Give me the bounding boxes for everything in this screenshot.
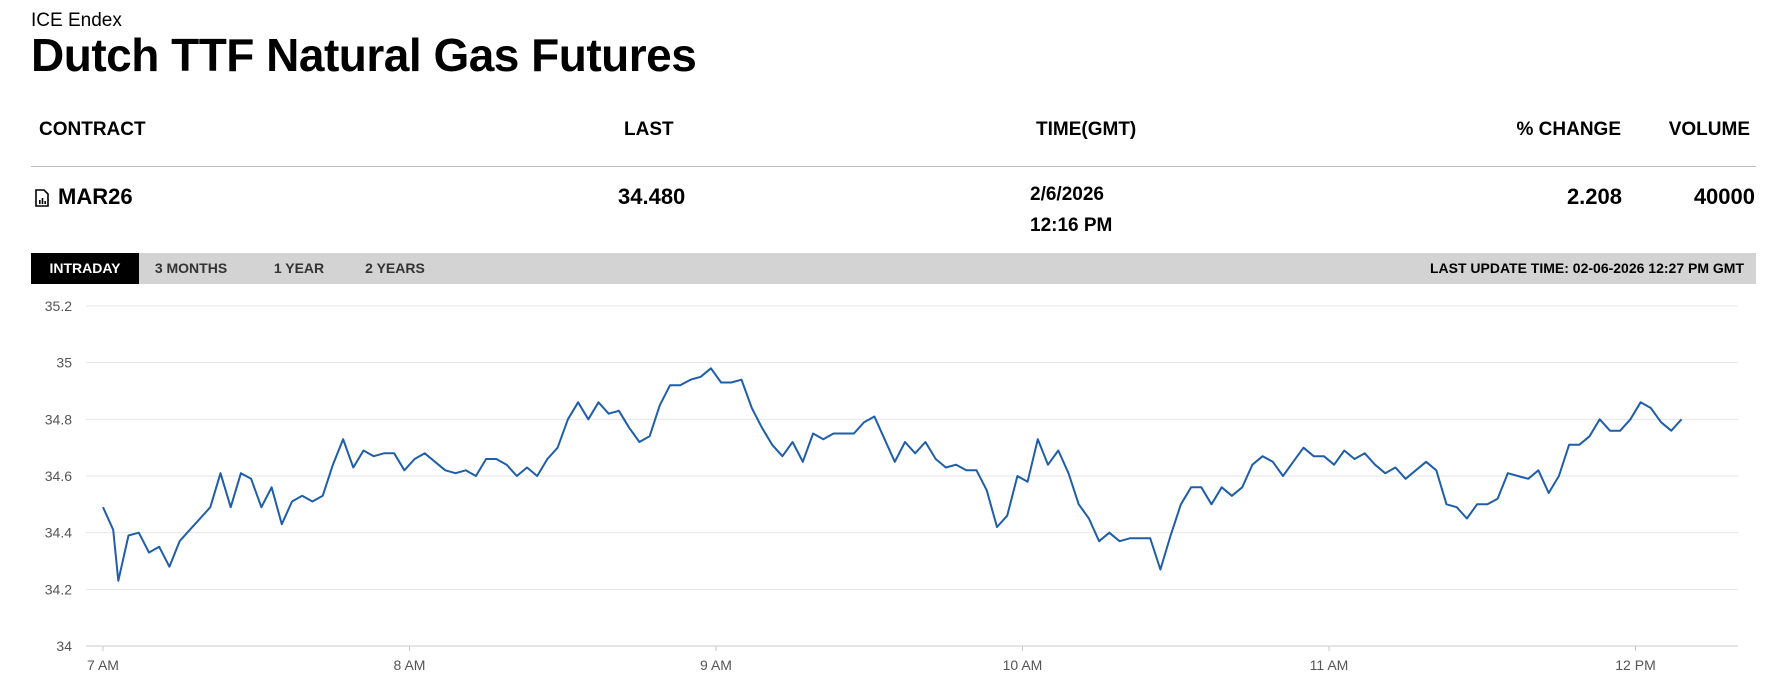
tab-3-months[interactable]: 3 MONTHS [154, 260, 228, 276]
x-tick-label: 10 AM [1003, 657, 1043, 673]
volume-value: 40000 [1693, 184, 1755, 209]
y-tick-label: 34.4 [45, 525, 72, 541]
last-header: LAST [624, 119, 674, 140]
y-tick-label: 34 [56, 638, 72, 654]
y-tick-label: 35.2 [45, 298, 72, 314]
range-tabbar: INTRADAY 3 MONTHS 1 YEAR 2 YEARS LAST UP… [31, 253, 1756, 284]
last-update-time: LAST UPDATE TIME: 02-06-2026 12:27 PM GM… [1429, 260, 1744, 276]
y-tick-label: 34.2 [45, 581, 72, 597]
header-divider [31, 166, 1756, 167]
change-header: % CHANGE [1516, 119, 1621, 140]
contract-link[interactable]: MAR26 [58, 184, 133, 209]
y-tick-label: 34.6 [45, 468, 72, 484]
x-tick-label: 7 AM [87, 657, 119, 673]
x-tick-label: 11 AM [1310, 657, 1349, 673]
trade-date: 2/6/2026 [1030, 184, 1104, 205]
tab-2-years[interactable]: 2 YEARS [365, 260, 425, 276]
trade-time: 12:16 PM [1030, 215, 1113, 236]
document-chart-icon[interactable] [35, 189, 49, 207]
price-series-line [102, 367, 1683, 582]
x-tick-label: 9 AM [700, 657, 732, 673]
page-title: Dutch TTF Natural Gas Futures [31, 29, 697, 81]
tab-intraday[interactable]: INTRADAY [31, 253, 139, 284]
x-tick-label: 12 PM [1615, 657, 1655, 673]
percent-change: 2.208 [1566, 184, 1622, 209]
x-tick-label: 8 AM [394, 657, 426, 673]
last-price: 34.480 [618, 184, 686, 209]
exchange-name: ICE Endex [31, 10, 122, 31]
tab-1-year[interactable]: 1 YEAR [273, 260, 325, 276]
y-tick-label: 34.8 [45, 411, 72, 427]
volume-header: VOLUME [1668, 119, 1750, 140]
y-tick-label: 35 [56, 355, 72, 371]
intraday-price-chart: 34 34.2 34.4 34.6 34.8 35 35.2 7 AM 8 AM 9 AM 10 A… [45, 298, 1738, 673]
time-header: TIME(GMT) [1036, 119, 1137, 140]
contract-header: CONTRACT [39, 119, 146, 140]
